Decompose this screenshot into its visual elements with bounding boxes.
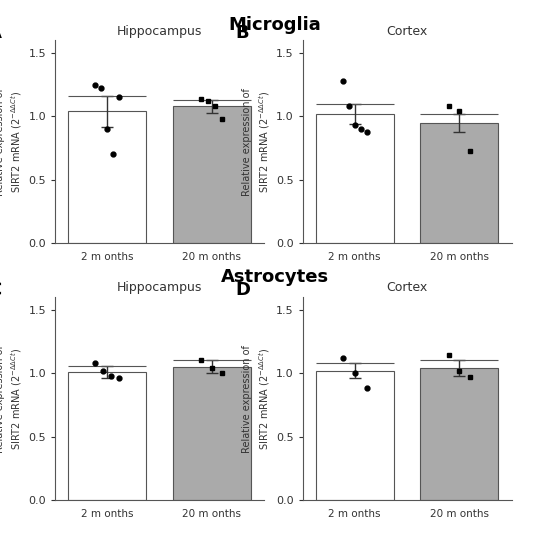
Bar xyxy=(316,114,394,243)
Text: D: D xyxy=(235,281,251,299)
Bar xyxy=(420,368,498,500)
Bar xyxy=(420,123,498,243)
Title: Hippocampus: Hippocampus xyxy=(117,25,202,37)
Y-axis label: Relative expression of
SIRT2 mRNA (2$^{-ΔΔCt}$): Relative expression of SIRT2 mRNA (2$^{-… xyxy=(243,88,272,196)
Y-axis label: Relative expression of
SIRT2 mRNA (2$^{-ΔΔCt}$): Relative expression of SIRT2 mRNA (2$^{-… xyxy=(0,88,24,196)
Text: B: B xyxy=(235,24,249,42)
Bar xyxy=(173,106,251,243)
Bar xyxy=(68,372,146,500)
Text: Astrocytes: Astrocytes xyxy=(221,268,329,286)
Title: Hippocampus: Hippocampus xyxy=(117,281,202,294)
Y-axis label: Relative expression of
SIRT2 mRNA (2$^{-ΔΔCt}$): Relative expression of SIRT2 mRNA (2$^{-… xyxy=(0,345,24,453)
Y-axis label: Relative expression of
SIRT2 mRNA (2$^{-ΔΔCt}$): Relative expression of SIRT2 mRNA (2$^{-… xyxy=(243,345,272,453)
Bar xyxy=(173,367,251,500)
Text: Microglia: Microglia xyxy=(229,16,321,34)
Title: Cortex: Cortex xyxy=(386,25,428,37)
Bar xyxy=(68,111,146,243)
Text: C: C xyxy=(0,281,1,299)
Title: Cortex: Cortex xyxy=(386,281,428,294)
Text: A: A xyxy=(0,24,2,42)
Bar xyxy=(316,371,394,500)
